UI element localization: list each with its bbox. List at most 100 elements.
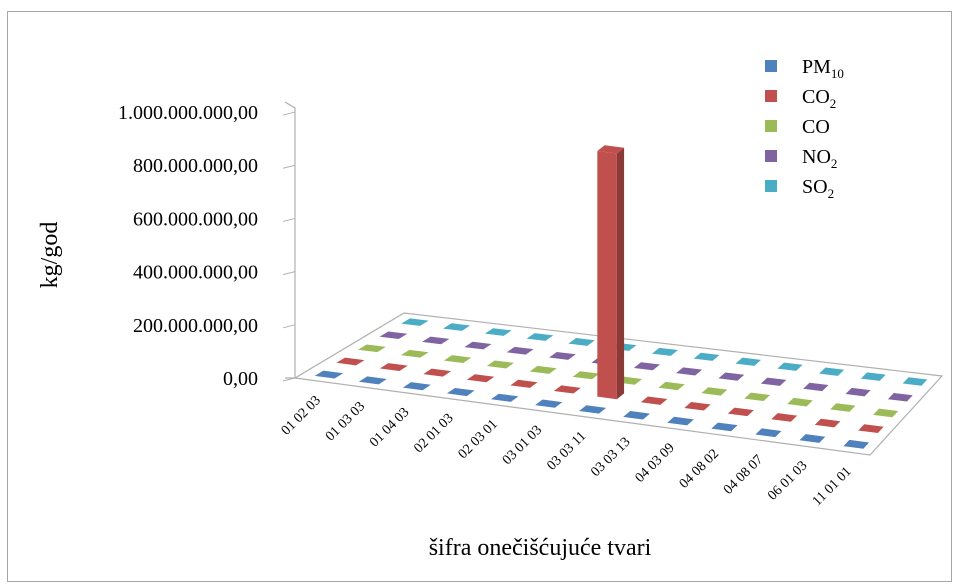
bar [446,387,475,397]
legend-entry: SO2 [802,176,834,201]
x-tick-label: 02 01 03 [411,411,456,456]
bar [336,357,365,366]
chart-bars [314,145,928,449]
bar [845,387,871,397]
x-tick-label: 11 01 01 [810,464,855,509]
legend-swatch [765,120,777,132]
x-tick-label: 03 03 13 [588,435,633,480]
y-tick-label: 600.000.000,00 [133,208,258,230]
bar [379,331,408,340]
x-tick-label: 04 03 09 [633,441,678,486]
x-tick-label: 01 02 03 [279,393,324,438]
bar [633,362,661,371]
x-axis-title: šifra onečišćujuće tvari [429,535,652,561]
bar [711,422,738,432]
side-wall [284,101,296,379]
bar [443,323,471,331]
bar [358,376,387,385]
bar [623,411,650,420]
bar [830,403,856,412]
y-tick-label: 200.000.000,00 [133,315,258,337]
y-tick-mark [282,271,296,276]
x-tick-label: 03 01 03 [500,423,545,468]
x-tick-label: 06 01 03 [765,458,810,503]
bar [597,145,625,400]
bar [860,372,886,381]
bar-front-face [597,150,617,400]
bar [771,413,798,422]
x-tick-label: 04 08 02 [677,446,722,491]
bar [693,352,720,361]
bar-side-face [616,147,625,400]
bar [676,367,703,376]
bar [314,370,344,379]
bar [466,374,495,383]
y-tick-label: 400.000.000,00 [133,262,258,284]
bar [814,418,841,428]
legend-swatch [765,90,777,102]
y-tick-label: 1.000.000.000,00 [118,102,258,124]
y-axis-title: kg/god [37,222,63,289]
bar [755,428,782,438]
y-tick-label: 800.000.000,00 [133,155,258,177]
bar [902,377,928,386]
bar [727,407,754,417]
bar [887,392,913,402]
bar [701,387,728,396]
y-tick-mark [282,111,296,116]
legend-entry: NO2 [802,146,837,171]
x-tick-label: 02 03 01 [456,417,501,462]
chart-walls [284,101,944,456]
bar [568,338,595,346]
bar [506,346,534,355]
bar [400,349,429,358]
chart-frame [7,11,952,582]
x-tick-label: 03 03 11 [544,429,589,474]
x-tick-label: 01 03 03 [323,399,368,444]
bar [402,382,431,391]
bar [529,365,557,374]
bar [735,357,762,366]
floor [293,312,944,456]
legend-entry: CO2 [802,86,836,111]
bar [553,385,581,394]
bar [658,381,685,391]
y-tick-mark [282,164,296,169]
bar [803,382,829,392]
bar [777,362,803,371]
y-tick-label: 0,00 [223,368,258,390]
x-tick-label: 01 04 03 [367,405,412,450]
bar [572,371,600,380]
bar [401,318,429,326]
bar [535,399,563,408]
bar [443,355,472,364]
bar [787,397,813,407]
bar [510,379,538,388]
bar [358,344,386,353]
legend-entry: CO [802,116,830,138]
bar [819,367,845,376]
bar [486,360,514,369]
y-tick-mark [282,324,296,329]
legend: PM10 CO2 CO NO2 SO2 [765,56,844,201]
bar [651,347,678,356]
bar [640,396,668,405]
bar [799,434,826,443]
legend-entry: PM10 [802,56,844,81]
bar [858,424,884,434]
bar [744,392,771,402]
y-tick-mark [282,217,296,222]
bar [484,328,512,336]
bar [423,368,452,377]
bar [490,393,519,402]
legend-swatch [765,60,777,72]
bar [579,405,607,414]
bar [667,416,694,426]
bar [421,336,450,345]
bar [549,351,576,360]
legend-swatch [765,180,777,192]
bar [684,402,711,411]
bar [464,341,492,350]
bar [843,439,870,449]
